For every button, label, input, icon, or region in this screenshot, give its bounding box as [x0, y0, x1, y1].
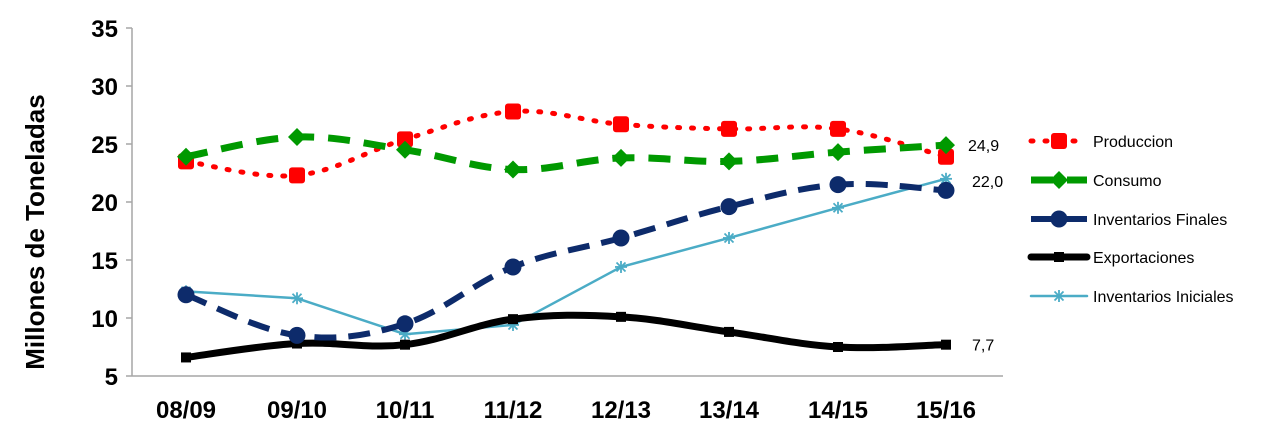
data-point-inventarios-iniciales	[940, 172, 952, 185]
legend-item-exportaciones: Exportaciones	[1027, 250, 1194, 267]
legend-marker	[1054, 252, 1064, 262]
y-tick-label: 10	[91, 306, 118, 333]
legend-marker	[1050, 210, 1068, 228]
x-tick-label: 11/12	[484, 397, 543, 424]
data-point-exportaciones	[724, 326, 734, 337]
legend-item-consumo: Consumo	[1031, 171, 1162, 190]
x-tick-label: 09/10	[267, 397, 327, 424]
data-point-consumo	[504, 160, 522, 179]
legend: Produccion Consumo Inventarios Finales Expo…	[1027, 133, 1234, 306]
data-point-inventarios-iniciales	[723, 231, 735, 244]
data-label-inventarios-iniciales: 22,0	[972, 174, 1003, 191]
data-point-inventarios-finales	[504, 258, 522, 276]
legend-item-inventarios-iniciales: Inventarios Iniciales	[1029, 289, 1234, 306]
data-point-exportaciones	[941, 339, 951, 350]
series-line-consumo	[185, 133, 947, 174]
legend-label: Inventarios Iniciales	[1093, 289, 1234, 306]
data-point-consumo	[177, 147, 195, 166]
y-tick-label: 35	[91, 16, 118, 43]
series-line-produccion	[183, 108, 949, 179]
data-point-consumo	[288, 128, 306, 147]
data-point-inventarios-finales	[612, 229, 630, 247]
data-point-produccion	[721, 120, 737, 137]
data-point-inventarios-finales	[288, 326, 306, 344]
data-point-exportaciones	[616, 311, 626, 322]
y-axis-title: Millones de Toneladas	[20, 94, 50, 369]
data-point-produccion	[613, 116, 629, 133]
legend-label: Consumo	[1093, 173, 1162, 190]
series-inventarios-finales	[177, 176, 955, 344]
data-point-exportaciones	[181, 352, 191, 363]
x-tick-label: 13/14	[699, 397, 760, 424]
series-group	[177, 103, 955, 363]
data-point-exportaciones	[833, 342, 843, 352]
data-point-inventarios-finales	[720, 198, 738, 216]
y-tick-label: 25	[91, 132, 118, 159]
data-point-inventarios-iniciales	[832, 201, 844, 214]
data-point-inventarios-finales	[177, 286, 195, 304]
data-point-inventarios-finales	[937, 181, 955, 199]
axes: 5 10 15 20 25 30 35 08/09 09/10 10/11 11/12 12/13 13…	[91, 16, 1003, 424]
y-tick-label: 20	[91, 190, 118, 217]
legend-marker	[1053, 290, 1065, 302]
data-point-exportaciones	[508, 314, 518, 325]
data-point-inventarios-iniciales	[615, 260, 627, 273]
data-point-inventarios-iniciales	[291, 292, 303, 305]
y-tick-label: 30	[91, 74, 118, 101]
data-point-produccion	[289, 167, 305, 184]
legend-marker	[1050, 171, 1068, 189]
legend-label: Exportaciones	[1093, 250, 1194, 267]
x-tick-label: 14/15	[808, 397, 868, 424]
data-point-produccion	[830, 120, 846, 137]
data-point-inventarios-finales	[829, 176, 847, 194]
data-point-exportaciones	[400, 339, 410, 350]
data-point-consumo	[396, 140, 414, 159]
data-point-produccion	[938, 148, 954, 165]
legend-item-inventarios-finales: Inventarios Finales	[1031, 210, 1227, 229]
series-consumo	[177, 128, 955, 179]
y-tick-label: 15	[91, 248, 118, 275]
data-point-inventarios-finales	[396, 315, 414, 333]
data-labels: 24,9 22,0 7,7	[968, 138, 1003, 355]
data-point-produccion	[505, 103, 521, 120]
legend-item-produccion: Produccion	[1028, 133, 1173, 151]
legend-label: Produccion	[1093, 134, 1173, 151]
series-line-exportaciones	[182, 311, 950, 361]
x-tick-label: 15/16	[916, 397, 976, 424]
x-tick-label: 08/09	[156, 397, 216, 424]
series-line-inventarios-iniciales	[184, 177, 948, 336]
x-tick-label: 12/13	[591, 397, 651, 424]
data-point-consumo	[612, 148, 630, 167]
x-tick-label: 10/11	[376, 397, 435, 424]
legend-label: Inventarios Finales	[1093, 212, 1227, 229]
y-tick-label: 5	[105, 364, 118, 391]
data-point-consumo	[720, 152, 738, 171]
data-label-exportaciones: 7,7	[972, 338, 994, 355]
data-point-produccion	[397, 131, 413, 148]
data-point-consumo	[829, 143, 847, 162]
data-label-consumo: 24,9	[968, 138, 999, 155]
data-point-consumo	[937, 136, 955, 155]
legend-marker	[1051, 133, 1067, 149]
